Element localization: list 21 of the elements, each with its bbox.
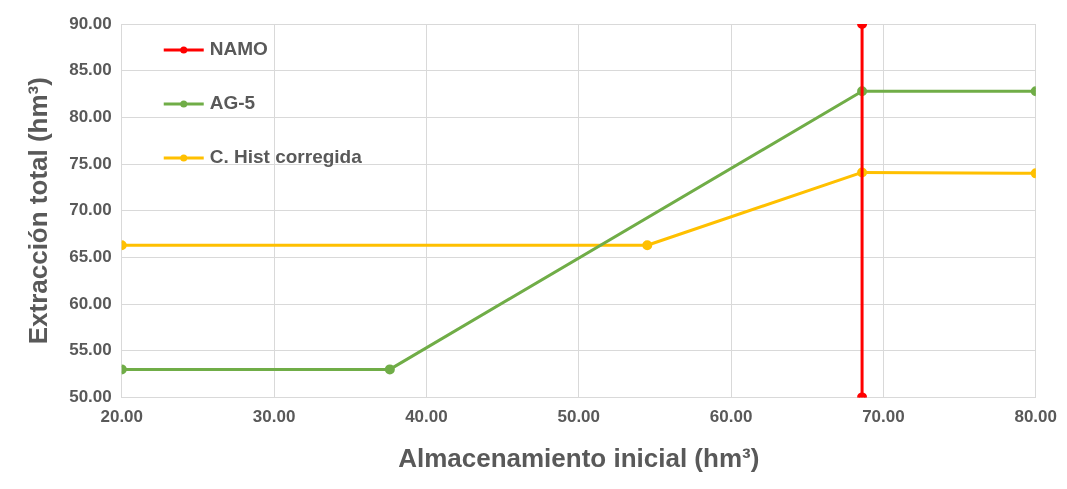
y-tick-label: 50.00 <box>69 387 112 407</box>
x-tick-label: 20.00 <box>100 407 144 427</box>
x-axis-title: Almacenamiento inicial (hm³) <box>398 442 760 473</box>
legend-label: NAMO <box>209 38 268 60</box>
legend-label: AG-5 <box>209 92 256 114</box>
x-tick-label: 40.00 <box>405 407 448 427</box>
y-tick-label: 85.00 <box>69 60 112 80</box>
y-tick-label: 70.00 <box>69 200 112 220</box>
x-tick-label: 80.00 <box>1014 407 1057 427</box>
y-tick-label: 60.00 <box>69 293 112 313</box>
legend-label: C. Hist corregida <box>209 146 363 168</box>
y-tick-label: 55.00 <box>69 340 112 360</box>
y-axis-title: Extracción total (hm³) <box>22 77 53 345</box>
y-tick-label: 80.00 <box>69 107 112 127</box>
x-tick-label: 30.00 <box>252 407 296 427</box>
y-tick-label: 90.00 <box>69 13 112 33</box>
x-tick-label: 50.00 <box>557 407 601 427</box>
x-tick-label: 60.00 <box>709 407 753 427</box>
y-tick-label: 65.00 <box>69 247 112 267</box>
y-tick-label: 75.00 <box>69 153 112 173</box>
x-tick-label: 70.00 <box>862 407 905 427</box>
